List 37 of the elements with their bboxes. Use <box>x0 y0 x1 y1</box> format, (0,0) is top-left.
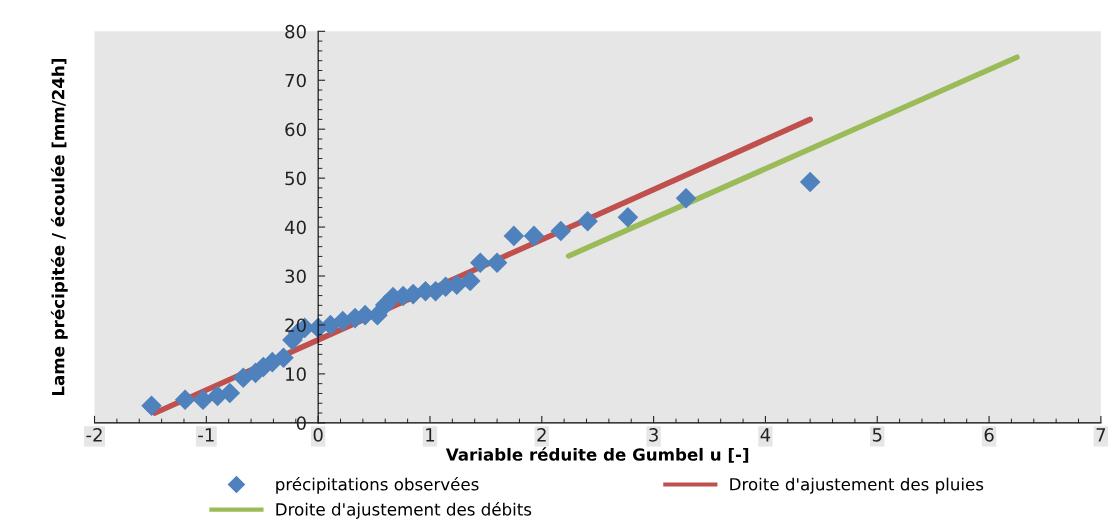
y-axis-title: Lame précipitée / écoulée [mm/24h] <box>50 58 68 396</box>
point <box>469 252 491 274</box>
y-tick-label: 10 <box>286 367 306 381</box>
point <box>799 171 821 193</box>
x-axis-title: Variable réduite de Gumbel u [-] <box>445 447 749 463</box>
point <box>141 395 162 416</box>
legend-label: Droite d'ajustement des débits <box>276 502 532 519</box>
x-tick-label: 4 <box>760 428 771 442</box>
legend-label: Droite d'ajustement des pluies <box>730 477 984 494</box>
point <box>273 347 294 369</box>
x-tick-label: 0 <box>313 428 323 442</box>
x-tick-label: 7 <box>1096 428 1106 442</box>
point <box>503 225 525 247</box>
point <box>174 389 196 411</box>
x-tick-label: 6 <box>984 428 994 442</box>
x-tick-label: 2 <box>537 428 546 442</box>
x-tick-label: 1 <box>426 428 435 442</box>
y-tick-label: 40 <box>284 220 306 235</box>
point <box>192 389 214 411</box>
point <box>486 252 508 274</box>
x-tick-label: -2 <box>86 428 102 442</box>
x-tick-label: 5 <box>872 428 882 442</box>
y-tick-label: 60 <box>285 122 306 137</box>
y-tick-label: 30 <box>285 269 306 284</box>
y-tick-label: 80 <box>285 24 306 39</box>
point <box>523 225 545 247</box>
point <box>550 220 572 242</box>
point <box>675 187 697 209</box>
point <box>459 270 481 292</box>
point <box>617 206 639 228</box>
x-tick-label: 3 <box>649 428 658 442</box>
x-tick-label: -1 <box>198 428 214 442</box>
legend-label: précipitations observées <box>276 476 479 494</box>
y-tick-label: 50 <box>285 171 306 186</box>
y-tick-label: 70 <box>285 73 306 88</box>
point <box>577 210 598 232</box>
point <box>219 382 241 404</box>
